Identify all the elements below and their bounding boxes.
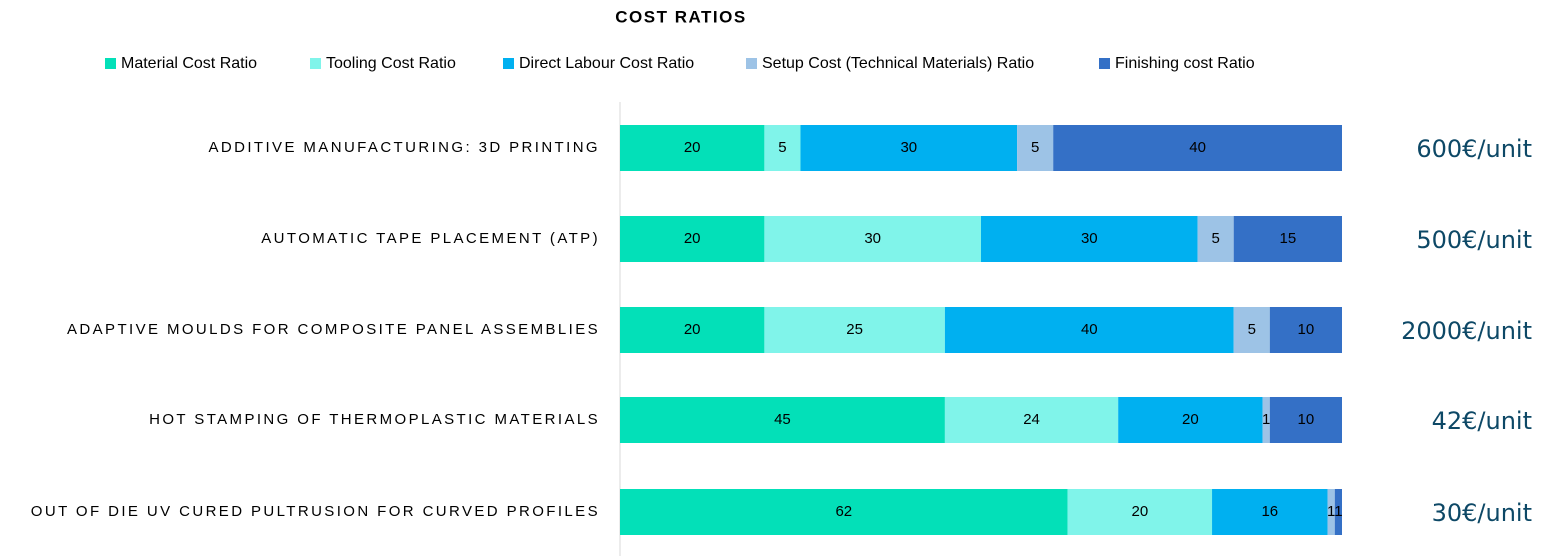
- data-label: 62: [835, 503, 852, 520]
- data-label: 45: [774, 411, 791, 428]
- legend-label: Tooling Cost Ratio: [326, 55, 456, 72]
- legend-label: Material Cost Ratio: [121, 55, 257, 72]
- bar-segment: [1327, 489, 1335, 535]
- category-label: AUTOMATIC TAPE PLACEMENT (ATP): [261, 230, 600, 247]
- data-label: 40: [1189, 139, 1206, 156]
- bar-segment: [620, 397, 945, 443]
- data-label: 10: [1298, 411, 1315, 428]
- data-label: 15: [1280, 230, 1297, 247]
- data-label: 5: [1211, 230, 1219, 247]
- legend-label: Finishing cost Ratio: [1115, 55, 1255, 72]
- legend-swatch: [503, 58, 514, 69]
- legend-label: Direct Labour Cost Ratio: [519, 55, 694, 72]
- bar-segment: [1269, 307, 1342, 353]
- data-label: 25: [846, 321, 863, 338]
- data-label: 5: [1248, 321, 1256, 338]
- bar-segment: [981, 216, 1198, 262]
- data-label: 30: [1081, 230, 1098, 247]
- bar-segment: [1334, 489, 1342, 535]
- bar-segment: [1118, 397, 1263, 443]
- data-label: 20: [684, 321, 701, 338]
- bar-segment: [1233, 216, 1342, 262]
- category-label: HOT STAMPING OF THERMOPLASTIC MATERIALS: [149, 411, 600, 428]
- bar-segment: [764, 307, 945, 353]
- data-label: 20: [1131, 503, 1148, 520]
- category-label: OUT OF DIE UV CURED PULTRUSION FOR CURVE…: [31, 503, 600, 520]
- data-label: 16: [1261, 503, 1278, 520]
- data-label: 30: [864, 230, 881, 247]
- bar-segment: [1233, 307, 1270, 353]
- bar-segment: [620, 216, 765, 262]
- data-label: 40: [1081, 321, 1098, 338]
- data-label: 10: [1298, 321, 1315, 338]
- annotation: 42€/unit: [1432, 407, 1532, 435]
- legend-swatch: [310, 58, 321, 69]
- legend-swatch: [105, 58, 116, 69]
- legend-swatch: [1099, 58, 1110, 69]
- annotation: 30€/unit: [1432, 499, 1532, 527]
- bar-segment: [944, 307, 1234, 353]
- bar-segment: [764, 125, 801, 171]
- bar-segment: [1269, 397, 1342, 443]
- bar-segment: [620, 307, 765, 353]
- bar-segment: [620, 489, 1068, 535]
- bar-segment: [1197, 216, 1234, 262]
- data-label: 5: [1031, 139, 1039, 156]
- bar-segment: [1053, 125, 1342, 171]
- data-label: 30: [900, 139, 917, 156]
- data-label: 5: [778, 139, 786, 156]
- bar-segment: [1212, 489, 1328, 535]
- data-label: 20: [684, 230, 701, 247]
- annotation: 500€/unit: [1416, 226, 1532, 254]
- category-label: ADDITIVE MANUFACTURING: 3D PRINTING: [208, 139, 600, 156]
- annotation: 600€/unit: [1416, 135, 1532, 163]
- data-label: 1: [1334, 503, 1342, 520]
- category-label: ADAPTIVE MOULDS FOR COMPOSITE PANEL ASSE…: [67, 321, 600, 338]
- bar-segment: [620, 125, 765, 171]
- bar-segment: [1262, 397, 1270, 443]
- legend-swatch: [746, 58, 757, 69]
- data-label: 1: [1327, 503, 1335, 520]
- data-label: 20: [684, 139, 701, 156]
- legend-label: Setup Cost (Technical Materials) Ratio: [762, 55, 1034, 72]
- annotation: 2000€/unit: [1401, 317, 1532, 345]
- bar-segment: [1017, 125, 1054, 171]
- data-label: 1: [1262, 411, 1270, 428]
- bar-segment: [944, 397, 1119, 443]
- chart-title: COST RATIOS: [615, 7, 746, 26]
- bar-segment: [764, 216, 981, 262]
- data-label: 20: [1182, 411, 1199, 428]
- data-label: 24: [1023, 411, 1040, 428]
- bar-segment: [800, 125, 1018, 171]
- bar-segment: [1067, 489, 1213, 535]
